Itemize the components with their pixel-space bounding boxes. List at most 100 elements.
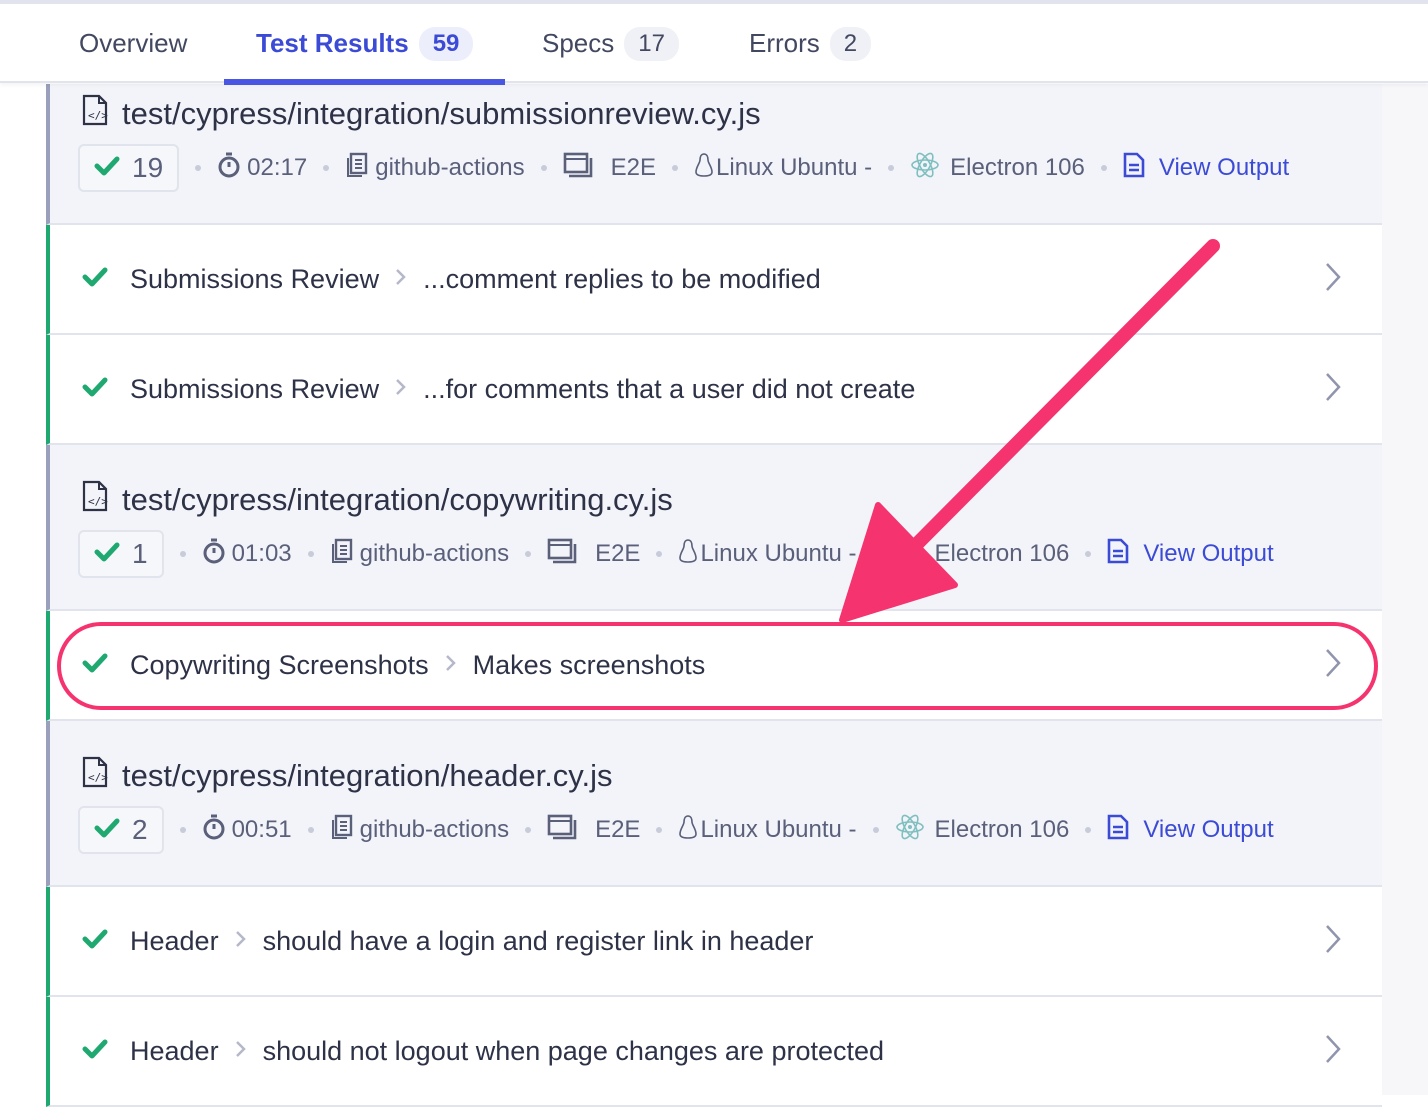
tab-label: Test Results — [256, 28, 409, 58]
passed-count-badge: 19 — [78, 144, 180, 192]
test-results-list: </> test/cypress/integration/submissionre… — [46, 84, 1382, 1107]
linux-icon — [678, 814, 698, 847]
right-gutter — [1382, 84, 1428, 1095]
svg-text:</>: </> — [88, 771, 108, 784]
test-row[interactable]: Copywriting Screenshots Makes screenshot… — [46, 611, 1382, 721]
duration: 02:17 — [247, 154, 308, 181]
browser-window-icon — [547, 538, 577, 571]
chevron-right-icon[interactable] — [1324, 371, 1342, 410]
document-icon — [1107, 814, 1129, 847]
test-row[interactable]: Submissions Review ...comment replies to… — [46, 225, 1382, 335]
tab-specs[interactable]: Specs 17 — [542, 4, 679, 83]
group-icon — [330, 538, 354, 571]
test-title: ...comment replies to be modified — [423, 263, 821, 294]
chevron-separator-icon — [235, 1037, 247, 1065]
view-output-link[interactable]: View Output — [1107, 814, 1274, 847]
spec-header: </> test/cypress/integration/copywriting.… — [46, 445, 1382, 611]
document-icon — [1123, 152, 1145, 185]
passed-count: 2 — [132, 814, 148, 845]
check-icon — [82, 650, 108, 681]
electron-icon — [895, 812, 925, 849]
passed-count-badge: 1 — [78, 530, 164, 578]
separator-dot — [656, 827, 663, 833]
separator-dot — [1100, 165, 1107, 171]
view-output-link[interactable]: View Output — [1123, 152, 1289, 185]
electron-icon — [895, 536, 925, 573]
separator-dot — [307, 551, 314, 557]
tab-bar: Overview Test Results 59 Specs 17 Errors 2 — [0, 4, 1428, 85]
top-border — [0, 0, 1428, 4]
test-row[interactable]: Header should have a login and register … — [46, 887, 1382, 997]
group-icon — [330, 814, 354, 847]
spec-header: </> test/cypress/integration/submissionre… — [46, 84, 1382, 225]
document-icon — [1107, 538, 1129, 571]
separator-dot — [1085, 827, 1092, 833]
test-row[interactable]: Submissions Review ...for comments that … — [46, 335, 1382, 445]
chevron-separator-icon — [445, 651, 457, 679]
file-code-icon: </> — [82, 94, 122, 134]
separator-dot — [540, 165, 547, 171]
separator-dot — [179, 551, 186, 557]
spec-path[interactable]: test/cypress/integration/header.cy.js — [122, 758, 613, 793]
browser: Electron 106 — [950, 154, 1085, 181]
chevron-right-icon[interactable] — [1324, 261, 1342, 300]
os: Linux Ubuntu - — [716, 154, 873, 181]
check-icon — [82, 1036, 108, 1067]
file-code-icon: </> — [82, 756, 122, 796]
test-title: should not logout when page changes are … — [262, 1035, 885, 1066]
view-output-label: View Output — [1143, 540, 1274, 567]
chevron-right-icon[interactable] — [1324, 647, 1342, 686]
check-icon — [82, 264, 108, 295]
stopwatch-icon — [202, 538, 226, 571]
tab-test-results[interactable]: Test Results 59 — [223, 4, 506, 85]
os: Linux Ubuntu - — [700, 816, 857, 843]
svg-text:</>: </> — [88, 495, 108, 508]
run-group: github-actions — [359, 540, 510, 567]
separator-dot — [872, 551, 879, 557]
spec-path[interactable]: test/cypress/integration/copywriting.cy.… — [122, 482, 673, 517]
tab-label: Specs — [542, 28, 615, 58]
separator-dot — [888, 165, 895, 171]
separator-dot — [672, 165, 679, 171]
test-suite: Submissions Review — [130, 263, 380, 294]
test-title: Makes screenshots — [472, 649, 706, 680]
spec-header: </> test/cypress/integration/header.cy.js… — [46, 721, 1382, 887]
electron-icon — [910, 150, 940, 187]
separator-dot — [656, 551, 663, 557]
check-icon — [82, 374, 108, 405]
spec-path[interactable]: test/cypress/integration/submissionrevie… — [122, 96, 761, 131]
chevron-right-icon[interactable] — [1324, 1033, 1342, 1072]
duration: 01:03 — [231, 540, 292, 567]
tab-count-badge: 2 — [829, 26, 872, 61]
svg-text:</>: </> — [88, 109, 108, 122]
tab-label: Errors — [749, 28, 820, 58]
passed-count: 19 — [132, 152, 164, 183]
check-icon — [82, 926, 108, 957]
separator-dot — [525, 827, 532, 833]
tab-errors[interactable]: Errors 2 — [749, 4, 872, 83]
duration: 00:51 — [231, 816, 292, 843]
browser-window-icon — [547, 814, 577, 847]
browser: Electron 106 — [934, 816, 1070, 843]
view-output-label: View Output — [1158, 154, 1290, 181]
separator-dot — [195, 165, 202, 171]
test-title: should have a login and register link in… — [262, 925, 814, 956]
check-icon — [94, 152, 120, 184]
testing-type: E2E — [610, 154, 657, 181]
test-suite: Copywriting Screenshots — [130, 649, 429, 680]
view-output-link[interactable]: View Output — [1107, 538, 1274, 571]
browser: Electron 106 — [934, 540, 1070, 567]
linux-icon — [694, 152, 714, 185]
check-icon — [94, 814, 120, 846]
tab-count-badge: 59 — [418, 26, 474, 61]
separator-dot — [179, 827, 186, 833]
linux-icon — [678, 538, 698, 571]
testing-type: E2E — [595, 540, 641, 567]
testing-type: E2E — [595, 816, 641, 843]
tab-overview[interactable]: Overview — [79, 4, 187, 83]
passed-count: 1 — [132, 538, 148, 569]
view-output-label: View Output — [1143, 816, 1274, 843]
test-row[interactable]: Header should not logout when page chang… — [46, 997, 1382, 1107]
chevron-right-icon[interactable] — [1324, 923, 1342, 962]
separator-dot — [307, 827, 314, 833]
